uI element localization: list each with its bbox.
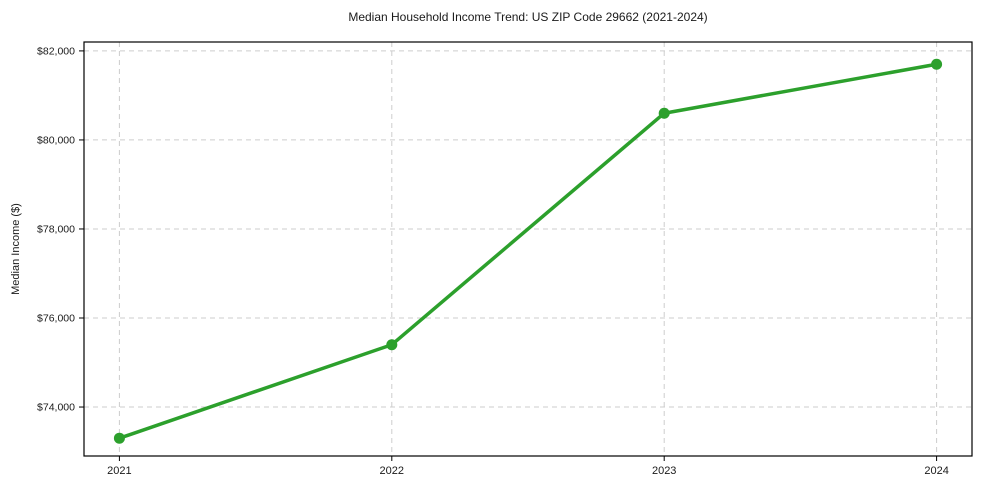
x-tick-label: 2022: [380, 465, 404, 477]
data-point-marker: [658, 107, 670, 119]
data-point-marker: [386, 339, 398, 351]
y-tick-label: $78,000: [37, 223, 75, 235]
plot-border: [83, 41, 973, 457]
data-point-marker: [931, 58, 943, 70]
data-point-marker: [113, 432, 125, 444]
y-tick-label: $74,000: [37, 402, 75, 414]
chart-title: Median Household Income Trend: US ZIP Co…: [348, 10, 708, 24]
x-tick-label: 2021: [107, 465, 131, 477]
y-axis-label: Median Income ($): [10, 203, 22, 295]
x-tick-label: 2023: [652, 465, 676, 477]
y-tick-label: $76,000: [37, 313, 75, 325]
y-tick-label: $80,000: [37, 134, 75, 146]
x-tick-label: 2024: [924, 465, 948, 477]
income-trend-line: [117, 62, 939, 440]
y-tick-label: $82,000: [37, 45, 75, 57]
